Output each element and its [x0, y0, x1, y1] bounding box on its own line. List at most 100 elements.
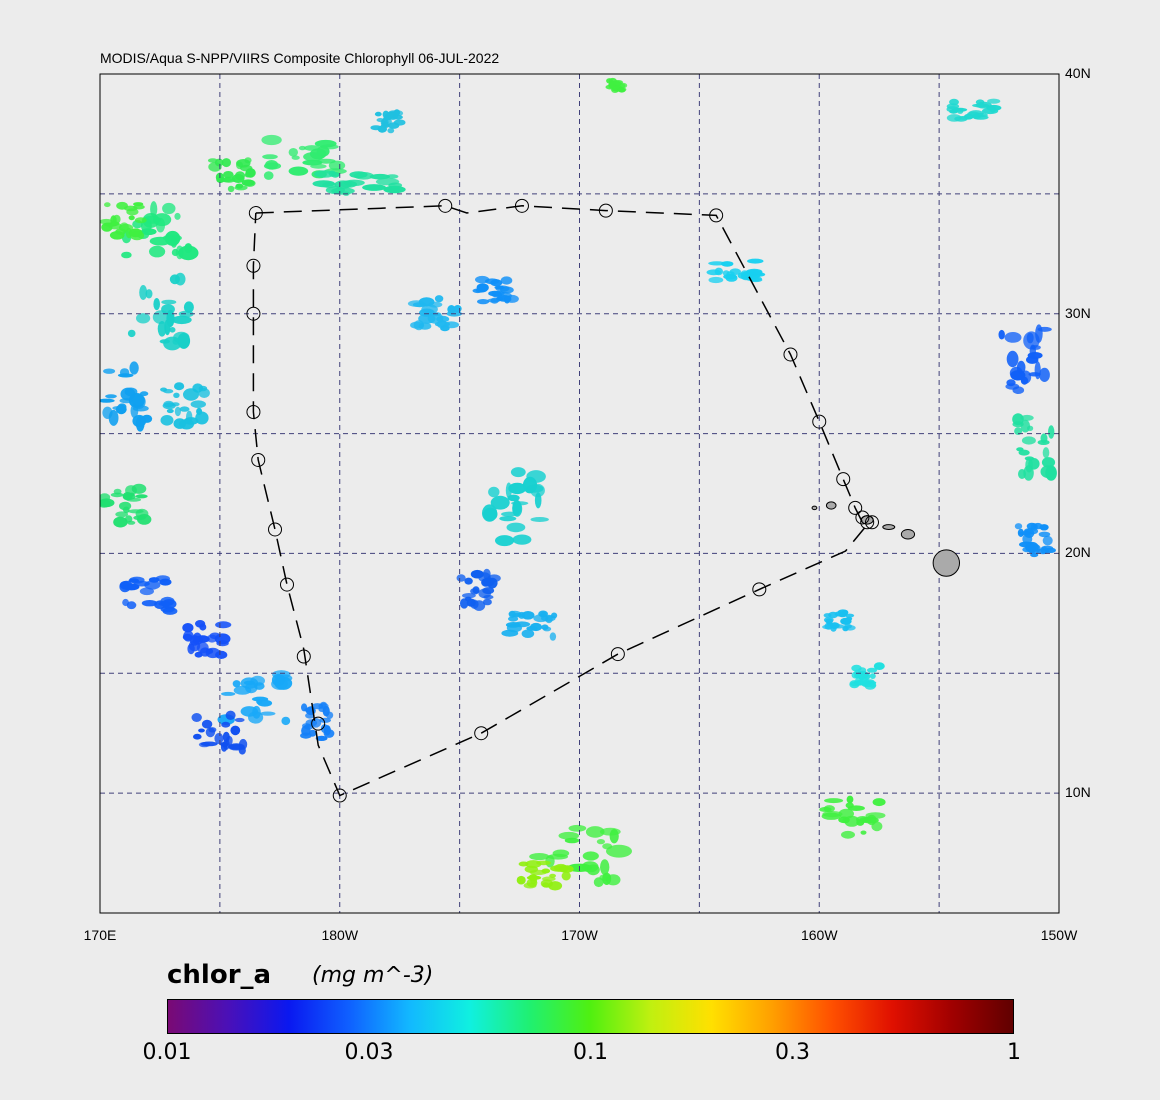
chlorophyll-blob: [196, 642, 209, 654]
chlorophyll-blob: [134, 217, 147, 224]
chlorophyll-patch: [1012, 413, 1057, 481]
chlorophyll-blob: [189, 635, 200, 646]
cruise-track-line: [252, 205, 869, 797]
chlorophyll-blob: [281, 716, 291, 726]
chlorophyll-blob: [119, 501, 132, 511]
chlorophyll-blob: [714, 267, 723, 276]
chlorophyll-patch: [207, 157, 256, 193]
chlorophyll-blob: [174, 212, 181, 220]
chlorophyll-blob: [530, 622, 542, 632]
chlorophyll-blob: [1037, 439, 1050, 445]
chlorophyll-blob: [823, 613, 832, 618]
chlorophyll-blob: [585, 826, 605, 838]
chlorophyll-blob: [173, 392, 180, 398]
chlorophyll-blob: [179, 419, 195, 430]
chlorophyll-patch: [312, 170, 406, 196]
chlorophyll-blob: [490, 495, 510, 510]
chlorophyll-blob: [968, 110, 984, 117]
chlorophyll-blob: [263, 171, 274, 180]
chlorophyll-blob: [492, 291, 505, 296]
chlorophyll-blob: [982, 107, 999, 115]
chlorophyll-blob: [104, 202, 111, 208]
chlorophyll-blob: [288, 166, 309, 176]
chlorophyll-blob: [215, 621, 232, 629]
chlorophyll-blob: [117, 403, 127, 411]
chlorophyll-blob: [262, 154, 278, 160]
chlorophyll-blob: [162, 607, 178, 615]
chlorophyll-patch: [100, 201, 147, 241]
chlorophyll-blob: [215, 650, 228, 660]
island: [825, 501, 837, 510]
chlorophyll-blob: [723, 274, 737, 280]
chlorophyll-blob: [100, 398, 115, 403]
chlorophyll-blob: [369, 173, 390, 180]
chlorophyll-blob: [183, 388, 199, 401]
chlorophyll-blob: [349, 171, 368, 179]
chlorophyll-blob: [869, 673, 876, 679]
chlorophyll-blob: [1028, 372, 1041, 377]
chlorophyll-blob: [1028, 543, 1036, 555]
chlorophyll-blob: [488, 486, 500, 498]
chlorophyll-blob: [747, 258, 764, 264]
chlorophyll-patch: [121, 201, 199, 261]
chlorophyll-blob: [191, 713, 202, 722]
chlorophyll-blob: [602, 843, 613, 850]
chlorophyll-blob: [179, 406, 190, 412]
chlorophyll-blob: [536, 860, 552, 866]
chlorophyll-blob: [474, 572, 482, 578]
chlorophyll-blob: [1004, 332, 1022, 343]
chlorophyll-blob: [427, 312, 444, 324]
chlorophyll-blob: [162, 202, 176, 215]
colorbar-tick-label: 0.03: [344, 1040, 394, 1065]
chlorophyll-patch: [1014, 522, 1056, 558]
station-marker: [248, 206, 263, 221]
chlorophyll-blob: [387, 128, 395, 134]
chlorophyll-blob: [236, 161, 243, 170]
station-marker: [296, 649, 311, 664]
chlorophyll-blob: [959, 115, 970, 120]
chlorophyll-blob: [841, 830, 855, 839]
chlorophyll-blob: [315, 735, 328, 742]
chlorophyll-blob: [235, 171, 245, 181]
chlorophyll-blob: [232, 680, 241, 688]
chlorophyll-blob: [1018, 531, 1032, 536]
chlorophyll-blob: [617, 87, 627, 92]
chlorophyll-blob: [1016, 447, 1024, 452]
island: [900, 528, 916, 540]
chlorophyll-blob: [518, 611, 526, 619]
chlorophyll-blob: [113, 488, 122, 495]
chlorophyll-blob: [976, 101, 992, 109]
map-frame: [99, 73, 1060, 914]
chlorophyll-layer: [100, 77, 1057, 891]
station-marker: [855, 510, 870, 525]
chlorophyll-blob: [482, 598, 492, 606]
chlorophyll-blob: [259, 711, 276, 716]
chlorophyll-blob: [523, 882, 537, 889]
chlorophyll-patch: [605, 77, 628, 93]
chlorophyll-blob: [1041, 457, 1056, 468]
chlorophyll-blob: [596, 839, 606, 845]
chlorophyll-blob: [272, 670, 291, 679]
chlorophyll-blob: [110, 492, 124, 498]
chlorophyll-blob: [586, 864, 600, 876]
chlorophyll-blob: [507, 616, 519, 622]
chlorophyll-blob: [302, 159, 323, 166]
chlorophyll-blob: [478, 588, 492, 599]
chlorophyll-blob: [244, 157, 252, 164]
chlorophyll-blob: [139, 285, 148, 300]
chlorophyll-blob: [119, 368, 130, 377]
chlorophyll-blob: [860, 677, 870, 687]
chlorophyll-blob: [823, 805, 835, 813]
chlorophyll-blob: [157, 321, 167, 337]
chlorophyll-blob: [169, 274, 180, 285]
station-marker: [836, 472, 851, 487]
station-marker: [438, 198, 453, 213]
chlorophyll-blob: [822, 811, 843, 818]
chlorophyll-blob: [150, 201, 158, 218]
chlorophyll-blob: [483, 507, 498, 521]
chlorophyll-patch: [822, 609, 856, 632]
station-marker: [848, 500, 863, 515]
colorbar-tick-label: 0.1: [573, 1040, 608, 1065]
chlorophyll-blob: [460, 598, 469, 609]
chlorophyll-patch: [456, 568, 501, 611]
